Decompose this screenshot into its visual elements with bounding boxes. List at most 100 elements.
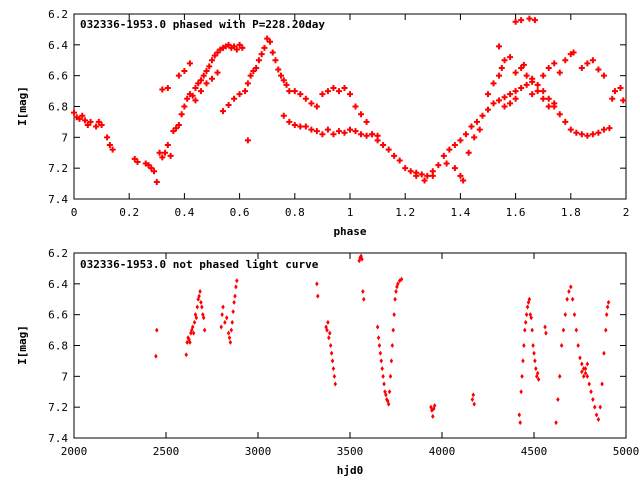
data-point [95, 118, 102, 125]
data-point [164, 85, 171, 91]
y-tick-label: 7 [61, 131, 68, 144]
x-tick-label: 0 [71, 206, 78, 219]
data-point [540, 95, 547, 102]
data-point [567, 126, 574, 133]
data-point [589, 57, 596, 64]
data-point [154, 353, 158, 359]
data-point [375, 324, 380, 330]
data-point [399, 276, 404, 282]
y-tick-label: 7.4 [48, 193, 68, 206]
y-axis-label: I[mag] [16, 86, 29, 126]
data-point [534, 81, 541, 88]
data-point [222, 43, 229, 50]
data-point [363, 118, 370, 125]
data-point [347, 126, 353, 133]
data-point [291, 122, 298, 128]
data-point [573, 129, 580, 136]
data-point [330, 85, 337, 91]
y-tick-label: 6.4 [48, 39, 68, 52]
data-point [471, 392, 476, 398]
data-point [286, 118, 293, 125]
data-point [134, 159, 141, 165]
data-point [226, 330, 231, 336]
data-point [331, 366, 336, 372]
x-ticks: 2000 2500 3000 3500 4000 4500 5000 [61, 253, 640, 458]
data-point [181, 68, 188, 75]
data-point [554, 420, 558, 426]
data-point [606, 125, 613, 132]
data-point [159, 154, 166, 161]
data-point [413, 172, 420, 179]
data-point [362, 296, 366, 302]
data-point [531, 17, 538, 24]
data-point [530, 327, 534, 333]
y-axis-label: I[mag] [16, 325, 29, 365]
data-point [278, 72, 284, 79]
data-point [545, 95, 552, 102]
data-point [280, 77, 287, 84]
data-point [153, 179, 160, 186]
data-point [407, 168, 414, 175]
data-point [313, 128, 320, 135]
data-point [393, 296, 397, 302]
data-point [328, 330, 332, 336]
data-point [283, 81, 290, 88]
data-point [551, 103, 558, 110]
data-point [203, 68, 210, 75]
data-point [220, 44, 227, 51]
data-point [374, 137, 381, 144]
data-point [194, 315, 199, 321]
data-point [523, 81, 530, 88]
data-point [396, 157, 403, 164]
data-point [534, 366, 538, 372]
data-point [374, 132, 381, 139]
data-point [142, 160, 149, 167]
data-point [551, 60, 558, 67]
data-point [239, 44, 246, 51]
data-point [369, 131, 376, 138]
data-point [228, 339, 233, 345]
data-point [418, 171, 425, 178]
data-point [501, 94, 508, 101]
x-tick-label: 5000 [613, 445, 640, 458]
data-point [429, 168, 436, 175]
data-point [385, 146, 392, 153]
data-point [523, 72, 530, 79]
data-point [185, 339, 189, 345]
data-point [232, 299, 236, 305]
data-point [600, 72, 607, 79]
data-point [167, 152, 174, 159]
data-point [507, 91, 514, 98]
data-point [266, 38, 273, 45]
data-point [391, 327, 395, 333]
y-tick-label: 7.2 [48, 401, 68, 414]
data-point [224, 315, 229, 321]
data-point [584, 60, 591, 67]
data-point [583, 366, 588, 372]
data-point [496, 43, 503, 50]
data-point [73, 114, 80, 121]
data-point [244, 80, 251, 87]
x-tick-label: 1.4 [450, 206, 470, 219]
data-point [148, 165, 155, 172]
data-point [227, 335, 232, 341]
data-point [596, 417, 601, 422]
data-point [234, 284, 238, 290]
plot-frame [73, 252, 627, 439]
data-point [529, 78, 536, 85]
data-point [379, 358, 384, 364]
data-point [431, 413, 435, 419]
data-point [476, 126, 483, 133]
data-point [595, 129, 602, 136]
data-point [389, 358, 394, 364]
data-point [308, 126, 315, 133]
data-point [175, 122, 182, 128]
data-point [380, 366, 384, 372]
data-point [231, 309, 235, 315]
data-point [518, 85, 525, 91]
data-point [532, 350, 536, 356]
data-point [315, 281, 319, 287]
data-point [543, 324, 547, 330]
data-point [192, 97, 199, 104]
data-point [214, 69, 221, 76]
